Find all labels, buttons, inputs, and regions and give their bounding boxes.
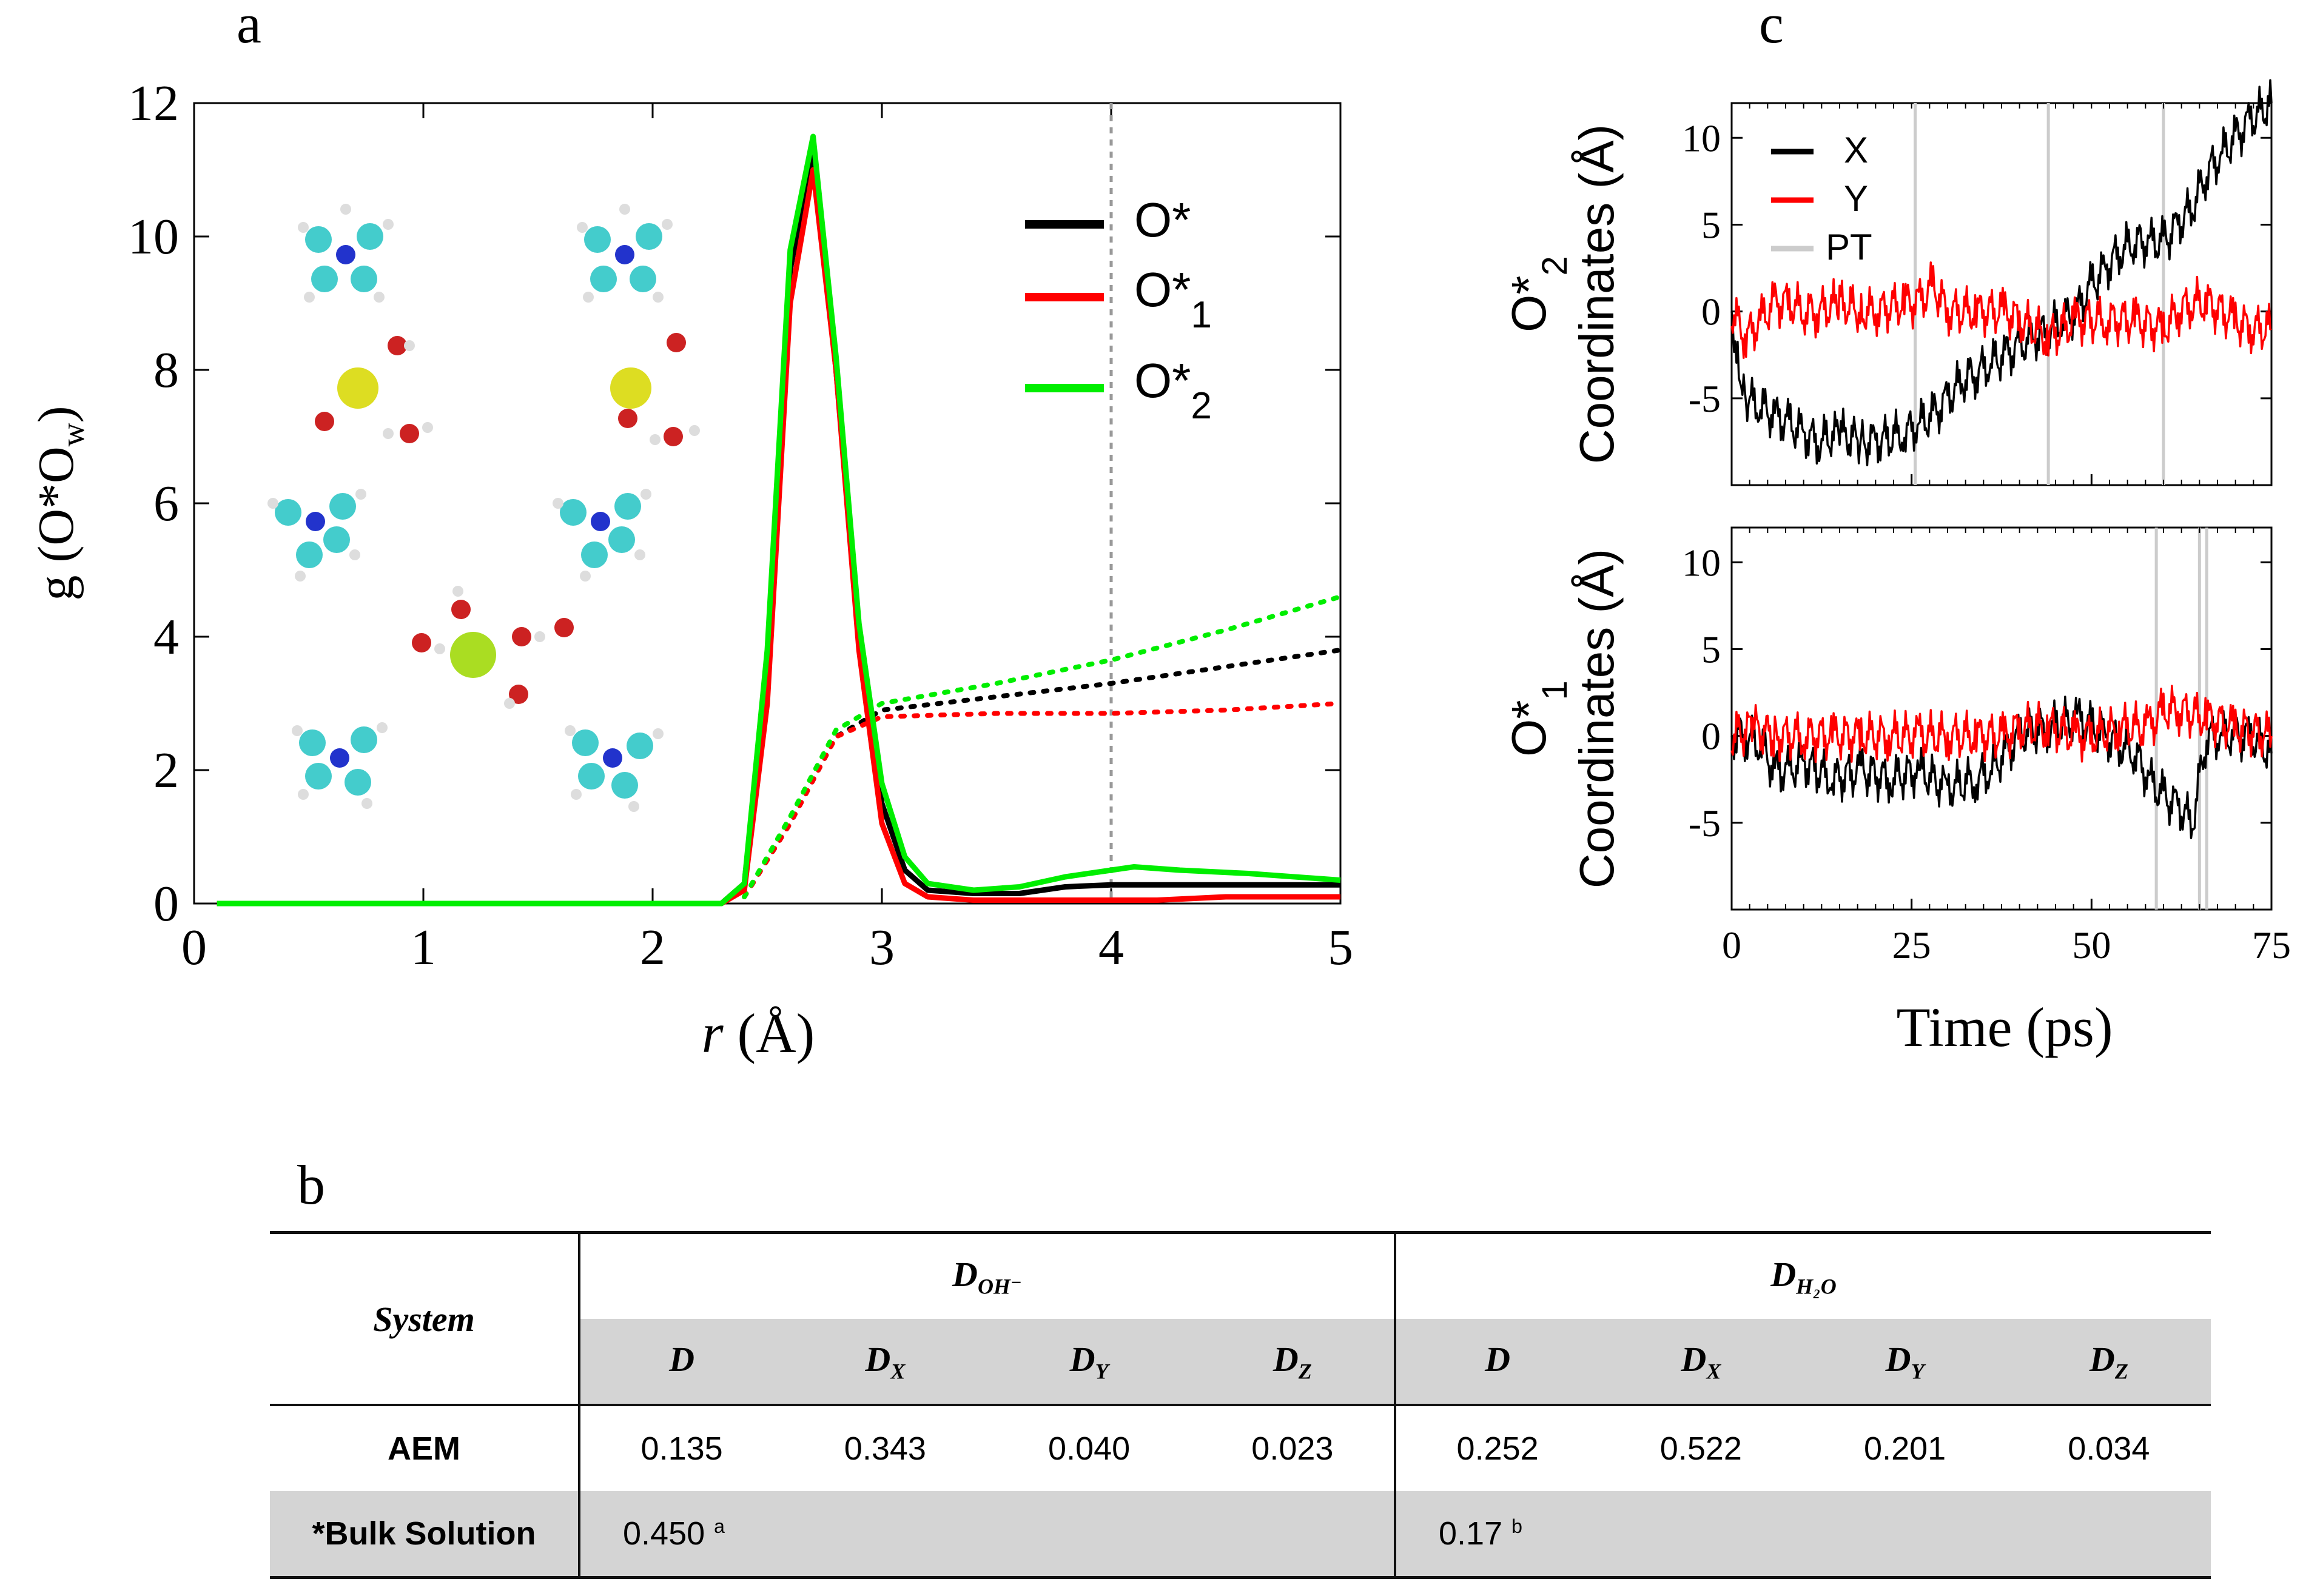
x-tick-label: 0: [181, 919, 207, 976]
diffusion-table: System DOH⁻ DH₂O D DX DY DZ D DX DY DZ A…: [270, 1231, 2211, 1579]
legend-label-pt: PT: [1826, 227, 1872, 267]
table-subheader: D: [1395, 1319, 1599, 1405]
x-tick-label: 4: [1098, 919, 1124, 976]
x-tick-label: 25: [1892, 924, 1931, 967]
panel-a-x-axis-label: r (Å): [702, 1002, 815, 1064]
trajectory-series-line: [1730, 79, 2273, 466]
table-subheader: DZ: [1191, 1319, 1397, 1405]
table-subheader: DX: [783, 1319, 987, 1405]
legend-label-o: O*: [1134, 193, 1191, 247]
y-tick-label: 0: [1701, 290, 1721, 334]
rdf-series-line: [217, 167, 1340, 907]
cumulative-series-line: [742, 648, 1343, 899]
legend-label-y: Y: [1844, 178, 1868, 219]
trajectory-series-line: [1730, 685, 2273, 763]
legend-label-o2: O*2: [1134, 354, 1212, 427]
table-subheader: DY: [987, 1319, 1191, 1405]
table-cell-bulk-h2o: 0.17 b: [1395, 1491, 2211, 1578]
y-tick-label: 10: [1682, 541, 1721, 584]
y-tick-label: -5: [1689, 377, 1721, 420]
table-row: AEM 0.135 0.343 0.040 0.023 0.252 0.522 …: [270, 1404, 2211, 1491]
panel-c-legend: X Y PT: [1771, 130, 1872, 267]
x-tick-label: 5: [1328, 919, 1353, 976]
table-cell: 0.034: [2006, 1404, 2211, 1491]
panel-c-top-y-axis-symbol: O*2: [1502, 256, 1575, 332]
y-tick-label: 5: [1701, 628, 1721, 671]
table-header-d-h2o: DH₂O: [1770, 1254, 1837, 1299]
x-tick-label: 75: [2252, 924, 2291, 967]
table-cell: 0.522: [1599, 1404, 1803, 1491]
table-cell: 0.135: [579, 1404, 784, 1491]
table-cell: 0.252: [1395, 1404, 1599, 1491]
cumulative-series-line: [742, 594, 1343, 899]
table-cell: 0.343: [783, 1404, 987, 1491]
table-row-label-bulk: *Bulk Solution: [270, 1491, 580, 1578]
table-row-label-aem: AEM: [270, 1404, 580, 1491]
y-tick-label: 0: [1701, 715, 1721, 758]
table-row: *Bulk Solution 0.450 a 0.17 b: [270, 1491, 2211, 1578]
table-header-system: System: [270, 1232, 580, 1405]
table-subheader: DX: [1599, 1319, 1803, 1405]
x-tick-label: 50: [2072, 924, 2111, 967]
y-tick-label: 10: [1682, 116, 1721, 159]
panel-label-c: c: [1759, 0, 1784, 55]
panel-c-bottom-chart: 0 25 50 75 -5 0 5 10 O*1 Coordinates (Å) Time (…: [1502, 526, 2291, 1058]
y-tick-label: 10: [128, 209, 179, 265]
y-tick-label: -5: [1689, 802, 1721, 845]
panel-label-b: b: [297, 1154, 325, 1216]
y-tick-label: 2: [153, 742, 179, 799]
x-tick-label: 3: [869, 919, 895, 976]
y-tick-label: 4: [153, 609, 179, 665]
panel-label-a: a: [237, 0, 261, 55]
panel-a-legend: O* O*1 O*2: [1025, 193, 1212, 427]
table-cell-bulk-oh: 0.450 a: [579, 1491, 1396, 1578]
x-tick-label: 0: [1722, 924, 1741, 967]
molecule-illustration: [267, 204, 700, 812]
y-tick-label: 8: [153, 342, 179, 398]
trajectory-series-line: [1730, 696, 2273, 839]
y-tick-label: 6: [153, 475, 179, 532]
table-subheader: DY: [1803, 1319, 2007, 1405]
panel-c-bottom-y-axis-symbol: O*1: [1502, 680, 1575, 757]
trajectory-series-line: [1730, 261, 2272, 359]
panel-c-bottom-y-axis-label: Coordinates (Å): [1570, 549, 1624, 888]
table-header-d-oh: DOH⁻: [579, 1232, 1396, 1319]
cumulative-series-line: [742, 701, 1343, 899]
x-tick-label: 1: [411, 919, 436, 976]
table-subheader: D: [579, 1319, 784, 1405]
table-cell: 0.201: [1803, 1404, 2007, 1491]
panel-c-top-chart: -5 0 5 10 X Y PT O*2 Coordinates (Å): [1502, 79, 2273, 486]
table-cell: 0.040: [987, 1404, 1191, 1491]
panel-c-top-y-axis-label: Coordinates (Å): [1570, 124, 1624, 464]
rdf-series-line: [217, 133, 1341, 907]
legend-label-o1: O*1: [1134, 263, 1212, 336]
y-tick-label: 0: [153, 876, 179, 932]
panel-a-y-axis-label: g (O*Ow): [28, 406, 91, 600]
table-cell: 0.023: [1191, 1404, 1397, 1491]
y-tick-label: 5: [1701, 203, 1721, 246]
table-subheader: DZ: [2006, 1319, 2211, 1405]
x-tick-label: 2: [640, 919, 665, 976]
y-tick-label: 12: [128, 75, 179, 132]
legend-label-x: X: [1844, 130, 1868, 170]
panel-c-x-axis-label: Time (ps): [1897, 996, 2113, 1058]
